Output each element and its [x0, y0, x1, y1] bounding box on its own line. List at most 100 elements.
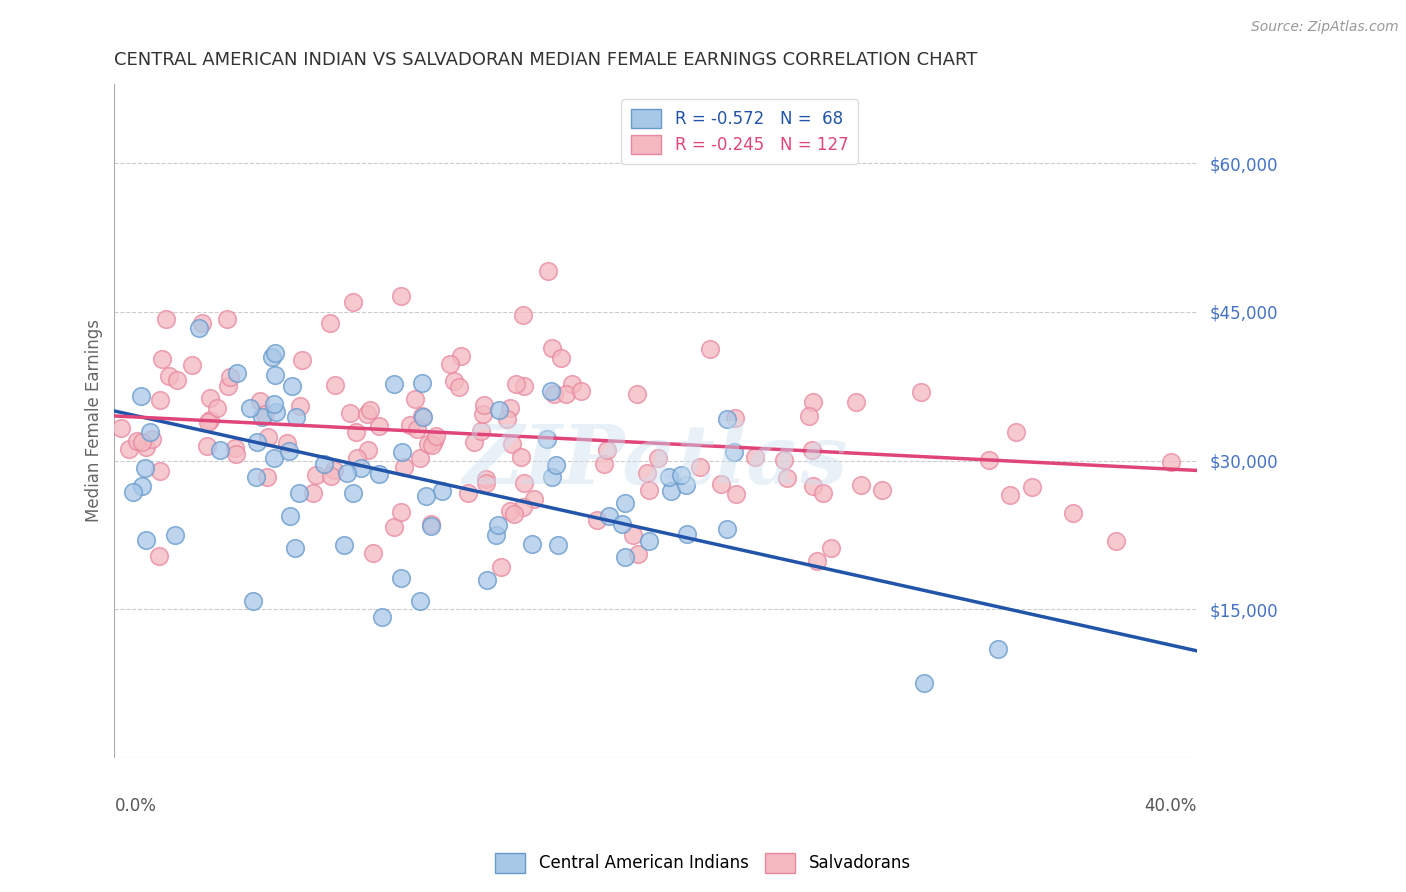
- Point: [122, 484, 145, 499]
- Point: [411, 409, 433, 423]
- Point: [249, 394, 271, 409]
- Point: [744, 450, 766, 464]
- Point: [987, 641, 1010, 656]
- Point: [367, 467, 389, 482]
- Point: [217, 379, 239, 393]
- Text: 40.0%: 40.0%: [1144, 797, 1197, 814]
- Point: [245, 470, 267, 484]
- Point: [430, 484, 453, 499]
- Point: [302, 486, 325, 500]
- Point: [305, 467, 328, 482]
- Point: [496, 412, 519, 426]
- Point: [910, 385, 932, 400]
- Point: [463, 435, 485, 450]
- Point: [411, 376, 433, 390]
- Point: [637, 534, 659, 549]
- Point: [409, 450, 432, 465]
- Point: [257, 430, 280, 444]
- Point: [499, 401, 522, 415]
- Point: [537, 263, 560, 277]
- Point: [155, 311, 177, 326]
- Point: [224, 441, 246, 455]
- Point: [509, 450, 531, 464]
- Point: [291, 352, 314, 367]
- Point: [389, 288, 412, 302]
- Point: [998, 488, 1021, 502]
- Point: [253, 408, 276, 422]
- Point: [513, 379, 536, 393]
- Point: [425, 429, 447, 443]
- Text: Source: ZipAtlas.com: Source: ZipAtlas.com: [1251, 20, 1399, 34]
- Point: [636, 466, 658, 480]
- Point: [264, 405, 287, 419]
- Point: [125, 434, 148, 448]
- Point: [415, 489, 437, 503]
- Point: [439, 357, 461, 371]
- Point: [499, 504, 522, 518]
- Point: [724, 411, 747, 425]
- Point: [321, 469, 343, 483]
- Point: [370, 610, 392, 624]
- Point: [449, 380, 471, 394]
- Point: [540, 342, 562, 356]
- Point: [849, 478, 872, 492]
- Point: [475, 472, 498, 486]
- Point: [361, 546, 384, 560]
- Point: [339, 406, 361, 420]
- Point: [181, 359, 204, 373]
- Point: [344, 425, 367, 439]
- Point: [710, 477, 733, 491]
- Point: [391, 445, 413, 459]
- Point: [593, 457, 616, 471]
- Point: [716, 522, 738, 536]
- Point: [626, 386, 648, 401]
- Point: [610, 517, 633, 532]
- Point: [157, 369, 180, 384]
- Point: [399, 417, 422, 432]
- Point: [598, 509, 620, 524]
- Point: [1005, 425, 1028, 440]
- Point: [205, 401, 228, 416]
- Point: [412, 409, 434, 424]
- Point: [389, 571, 412, 585]
- Point: [131, 388, 153, 402]
- Point: [285, 410, 308, 425]
- Point: [288, 399, 311, 413]
- Point: [382, 376, 405, 391]
- Point: [264, 346, 287, 360]
- Point: [675, 526, 697, 541]
- Text: 0.0%: 0.0%: [114, 797, 156, 814]
- Point: [322, 463, 344, 477]
- Point: [336, 466, 359, 480]
- Point: [801, 395, 824, 409]
- Legend: R = -0.572   N =  68, R = -0.245   N = 127: R = -0.572 N = 68, R = -0.245 N = 127: [621, 99, 858, 164]
- Point: [523, 492, 546, 507]
- Point: [486, 518, 509, 533]
- Point: [675, 478, 697, 492]
- Point: [250, 410, 273, 425]
- Point: [350, 460, 373, 475]
- Point: [357, 442, 380, 457]
- Point: [820, 541, 842, 555]
- Point: [319, 316, 342, 330]
- Point: [811, 485, 834, 500]
- Point: [118, 442, 141, 457]
- Point: [148, 464, 170, 478]
- Point: [276, 435, 298, 450]
- Point: [1104, 533, 1126, 548]
- Point: [689, 460, 711, 475]
- Point: [801, 479, 824, 493]
- Point: [443, 374, 465, 388]
- Point: [110, 421, 132, 435]
- Point: [488, 403, 510, 417]
- Point: [226, 367, 249, 381]
- Point: [1160, 455, 1182, 469]
- Point: [225, 447, 247, 461]
- Legend: Central American Indians, Salvadorans: Central American Indians, Salvadorans: [489, 847, 917, 880]
- Point: [845, 395, 868, 409]
- Point: [239, 401, 262, 416]
- Point: [621, 527, 644, 541]
- Point: [596, 442, 619, 457]
- Point: [724, 487, 747, 501]
- Point: [280, 508, 302, 523]
